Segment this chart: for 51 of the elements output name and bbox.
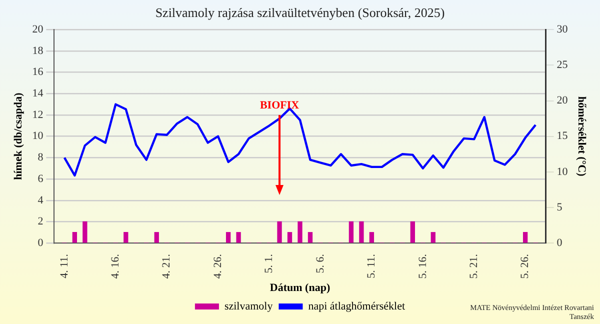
y-tick-label: 8: [38, 152, 44, 164]
y2-tick-label: 20: [556, 94, 568, 107]
y2-tick-label: 10: [556, 166, 568, 178]
bar: [124, 232, 128, 243]
bar: [277, 221, 282, 243]
bar: [410, 221, 415, 243]
y-tick-label: 4: [38, 194, 44, 206]
y2-tick-label: 15: [556, 130, 568, 142]
x-tick-label: 5. 6.: [314, 254, 326, 274]
y-tick-label: 18: [32, 44, 44, 57]
x-tick-label: 5. 21.: [468, 254, 480, 279]
bar: [359, 221, 364, 243]
y-tick-label: 14: [32, 88, 44, 100]
legend-label: szilvamoly: [224, 300, 274, 312]
y2-axis-title: hőmérséklet (°C): [576, 96, 588, 177]
x-tick-label: 4. 26.: [212, 254, 224, 279]
chart-title: Szilvamoly rajzása szilvaültetvényben (Soroksár, 2025): [155, 5, 445, 20]
y-tick-label: 10: [32, 130, 44, 142]
y-tick-label: 20: [32, 23, 44, 36]
bar: [287, 232, 292, 243]
annotation: BIOFIX: [260, 99, 300, 112]
y-axis-title: hímek (db/csapda): [12, 92, 24, 180]
bar: [348, 221, 354, 243]
x-tick-label: 5. 26.: [519, 254, 532, 279]
y2-tick-label: 30: [556, 23, 568, 36]
x-tick-label: 4. 16.: [110, 254, 122, 279]
bar: [226, 232, 231, 243]
bar: [72, 232, 78, 243]
bar: [154, 232, 159, 243]
x-tick-label: 5. 1.: [263, 254, 276, 274]
y-tick-label: 6: [38, 172, 44, 185]
bar: [430, 232, 436, 243]
y-tick-label: 16: [32, 66, 44, 78]
y2-tick-label: 5: [556, 201, 563, 214]
bar: [236, 232, 241, 243]
y2-tick-label: 25: [556, 59, 568, 72]
bar: [522, 232, 528, 243]
y-tick-label: 0: [38, 236, 44, 249]
bar: [308, 232, 313, 243]
bar: [82, 221, 88, 243]
y2-tick-label: 0: [556, 236, 563, 249]
x-axis-title: Dátum (nap): [270, 282, 330, 294]
y-tick-label: 12: [32, 108, 44, 121]
x-tick-label: 4. 21.: [160, 254, 173, 279]
x-tick-label: 5. 16.: [416, 254, 429, 279]
legend-label: napi átlaghőmérséklet: [308, 300, 406, 312]
x-tick-label: 5. 11.: [366, 254, 378, 278]
x-tick-label: 4. 11.: [58, 254, 70, 278]
y-tick-label: 2: [38, 216, 44, 228]
bar: [298, 221, 302, 243]
bar: [369, 232, 374, 243]
